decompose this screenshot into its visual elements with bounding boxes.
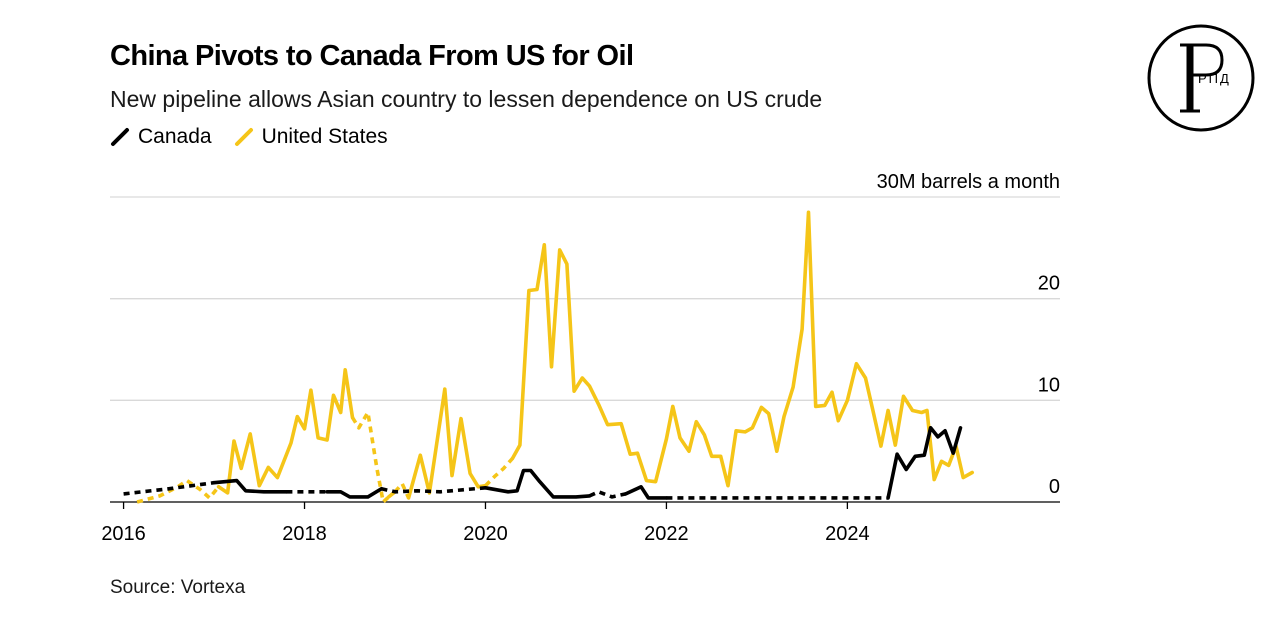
series-line-united-states — [216, 368, 355, 495]
x-tick-label: 2022 — [644, 523, 689, 545]
y-tick-label: 10 — [1038, 374, 1060, 396]
series-line-united-states — [510, 210, 974, 488]
series-line-united-states — [484, 457, 514, 487]
y-tick-label: 20 — [1038, 273, 1060, 295]
logo-text: РПД — [1198, 71, 1231, 86]
x-tick-label: 2016 — [101, 523, 146, 545]
series-line-canada — [588, 490, 627, 499]
legend-item-united-states: United States — [234, 125, 388, 149]
series-line-united-states — [406, 387, 488, 500]
x-tick-label: 2024 — [825, 523, 870, 545]
series-line-united-states — [393, 481, 411, 499]
series-line-canada — [483, 468, 592, 499]
y-tick-label: 30M barrels a month — [877, 171, 1060, 193]
legend-item-canada: Canada — [110, 125, 212, 149]
y-tick-label: 0 — [1049, 476, 1060, 498]
series-line-canada — [886, 426, 963, 500]
source-note: Source: Vortexa — [110, 577, 246, 598]
series-line-canada — [123, 480, 215, 496]
chart-subtitle: New pipeline allows Asian country to les… — [110, 86, 823, 112]
series-line-canada — [623, 485, 669, 500]
series-line-canada — [325, 487, 384, 499]
x-tick-label: 2020 — [463, 523, 508, 545]
series-line-united-states — [350, 410, 390, 504]
legend-label-canada: Canada — [138, 125, 212, 148]
legend-swatch-canada — [111, 128, 129, 146]
legend: Canada United States — [110, 125, 410, 149]
rpd-logo: РПД — [1147, 24, 1255, 132]
legend-label-united-states: United States — [261, 125, 388, 148]
legend-swatch-united-states — [234, 128, 253, 146]
x-tick-label: 2018 — [282, 523, 327, 545]
series-line-canada — [212, 478, 289, 494]
series-line-united-states — [136, 478, 220, 504]
chart-title: China Pivots to Canada From US for Oil — [110, 40, 634, 72]
series-line-canada — [381, 486, 486, 494]
